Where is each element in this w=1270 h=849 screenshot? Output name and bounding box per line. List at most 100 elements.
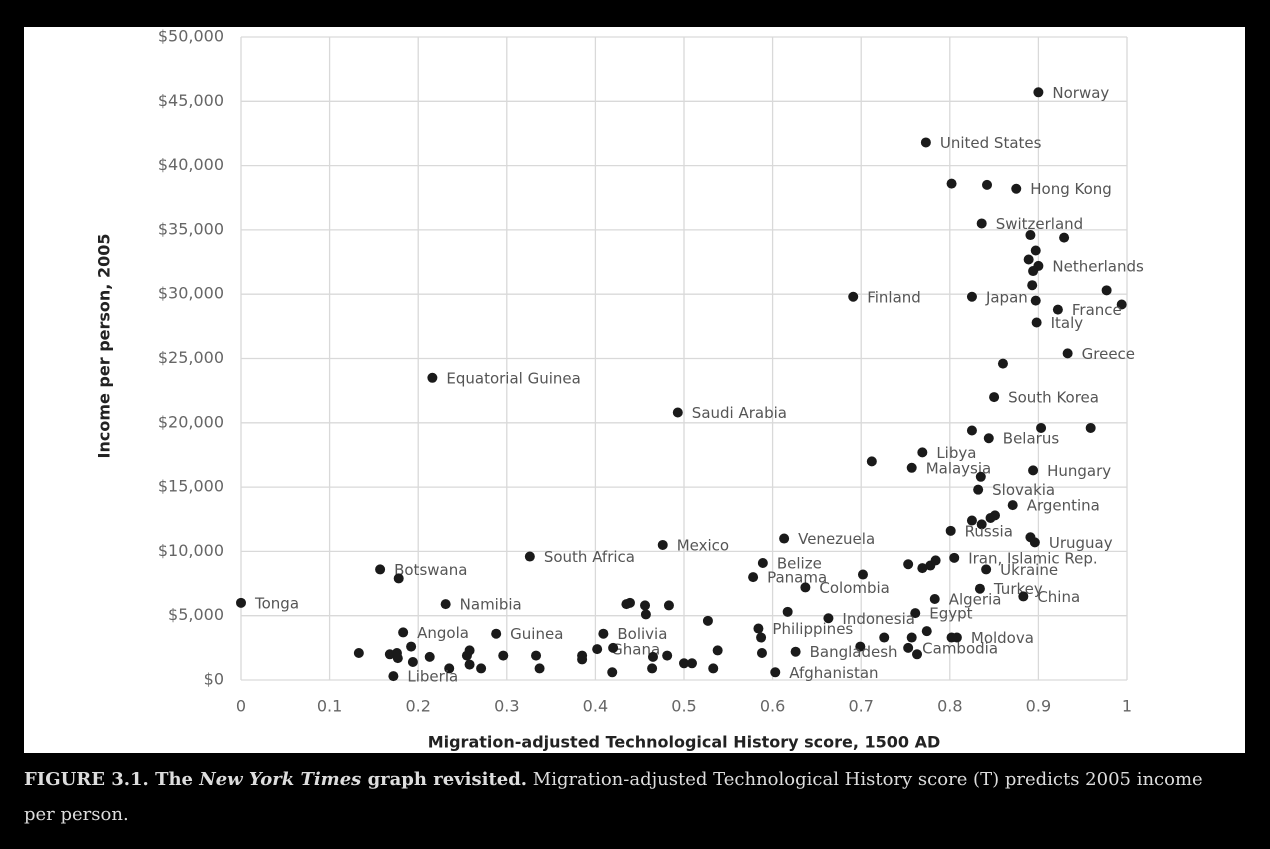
point-label: Hong Kong: [1030, 180, 1112, 198]
point-label: Turkey: [993, 580, 1043, 598]
y-tick-label: $0: [204, 670, 224, 689]
data-point: [966, 425, 977, 436]
data-point: [592, 644, 603, 655]
point-label: Saudi Arabia: [692, 404, 787, 422]
y-tick-label: $10,000: [158, 541, 224, 560]
caption-bold: FIGURE 3.1. The: [24, 769, 200, 790]
data-point: [427, 372, 438, 383]
data-point: [1085, 422, 1096, 433]
point-label: Cambodia: [922, 639, 998, 657]
point-label: South Korea: [1008, 389, 1099, 407]
data-point: [1052, 304, 1063, 315]
point-label: Ukraine: [1000, 561, 1058, 579]
point-label: Netherlands: [1052, 257, 1144, 275]
data-point: [1030, 245, 1041, 256]
point-label: Botswana: [394, 561, 467, 579]
y-tick-label: $20,000: [158, 412, 224, 431]
data-point: [708, 663, 719, 674]
data-point: [989, 510, 1000, 521]
data-point: [444, 663, 455, 674]
point-label: Belize: [777, 554, 822, 572]
data-point: [921, 626, 932, 637]
x-tick-label: 0.9: [1026, 697, 1051, 716]
point-label: Uruguay: [1049, 534, 1113, 552]
data-point: [1101, 285, 1112, 296]
data-point: [1028, 266, 1039, 277]
data-point: [966, 291, 977, 302]
data-point: [910, 608, 921, 619]
data-point: [534, 663, 545, 674]
point-label: France: [1072, 301, 1122, 319]
data-point: [1018, 591, 1029, 602]
data-point: [946, 178, 957, 189]
data-point: [912, 649, 923, 660]
point-label: Finland: [867, 288, 921, 306]
data-point: [1028, 465, 1039, 476]
y-tick-label: $30,000: [158, 284, 224, 303]
x-tick-label: 0.4: [583, 697, 608, 716]
point-label: Afghanistan: [789, 664, 878, 682]
point-label: Equatorial Guinea: [446, 369, 580, 387]
data-point: [712, 645, 723, 656]
point-label: Switzerland: [996, 215, 1084, 233]
data-point: [608, 642, 619, 653]
data-point: [983, 433, 994, 444]
point-label: Indonesia: [842, 610, 915, 628]
data-point: [657, 539, 668, 550]
data-point: [393, 573, 404, 584]
data-point: [917, 563, 928, 574]
data-point: [1030, 295, 1041, 306]
data-point: [236, 597, 246, 608]
data-point: [1031, 317, 1042, 328]
data-point: [498, 650, 509, 661]
x-tick-label: 1: [1122, 697, 1132, 716]
data-point: [577, 654, 588, 665]
data-point: [917, 447, 928, 458]
data-point: [949, 552, 960, 563]
data-point: [392, 653, 403, 664]
data-point: [1059, 232, 1070, 243]
y-tick-label: $45,000: [158, 91, 224, 110]
data-point: [946, 632, 957, 643]
data-point: [1011, 183, 1022, 194]
data-point: [1025, 230, 1036, 241]
data-point: [823, 613, 834, 624]
point-label: South Africa: [544, 548, 635, 566]
data-point: [1023, 254, 1034, 265]
point-label: United States: [940, 134, 1042, 152]
point-label: Liberia: [407, 668, 458, 686]
point-label: Colombia: [819, 579, 890, 597]
point-label: Algeria: [949, 590, 1002, 608]
data-point: [945, 525, 956, 536]
data-point: [756, 632, 767, 643]
data-point: [800, 582, 811, 593]
data-point: [997, 358, 1008, 369]
data-point: [848, 291, 859, 302]
data-point: [989, 392, 1000, 403]
data-point: [855, 641, 866, 652]
chart: Migration-adjusted Technological History…: [24, 27, 1245, 753]
data-point: [903, 642, 914, 653]
data-point: [790, 646, 801, 657]
data-point: [686, 658, 697, 669]
x-tick-label: 0: [236, 697, 246, 716]
point-label: Tonga: [254, 594, 299, 612]
data-point: [966, 515, 977, 526]
data-point: [464, 659, 475, 670]
point-label: Guinea: [510, 625, 563, 643]
data-point: [1116, 299, 1127, 310]
data-point: [976, 218, 987, 229]
y-tick-label: $35,000: [158, 219, 224, 238]
data-point: [598, 628, 609, 639]
data-point: [624, 597, 635, 608]
data-point: [679, 658, 689, 669]
data-point: [1062, 348, 1073, 359]
point-label: Panama: [767, 569, 827, 587]
x-tick-label: 0.5: [671, 697, 696, 716]
data-point: [782, 606, 793, 617]
point-label: Slovakia: [992, 481, 1055, 499]
point-label: Namibia: [460, 596, 522, 614]
data-point: [866, 456, 877, 467]
point-label: Angola: [417, 624, 469, 642]
data-point: [973, 484, 984, 495]
